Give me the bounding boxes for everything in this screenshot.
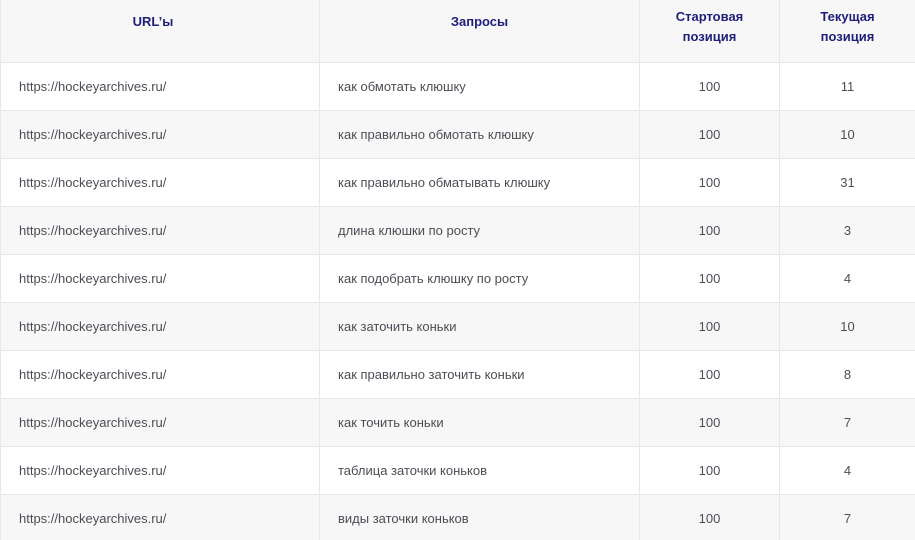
table-row: https://hockeyarchives.ru/как правильно … xyxy=(0,350,915,399)
current-position-cell: 4 xyxy=(779,254,915,303)
query-cell: длина клюшки по росту xyxy=(319,206,640,255)
url-cell: https://hockeyarchives.ru/ xyxy=(0,494,320,540)
column-header-query: Запросы xyxy=(319,0,640,63)
table-row: https://hockeyarchives.ru/как правильно … xyxy=(0,110,915,159)
column-header-current-position: Текущая позиция xyxy=(779,0,915,63)
query-cell: как правильно обматывать клюшку xyxy=(319,158,640,207)
start-position-cell: 100 xyxy=(639,206,780,255)
url-cell: https://hockeyarchives.ru/ xyxy=(0,110,320,159)
query-cell: как точить коньки xyxy=(319,398,640,447)
query-cell: как правильно обмотать клюшку xyxy=(319,110,640,159)
start-position-cell: 100 xyxy=(639,446,780,495)
start-position-cell: 100 xyxy=(639,110,780,159)
start-position-cell: 100 xyxy=(639,398,780,447)
url-cell: https://hockeyarchives.ru/ xyxy=(0,62,320,111)
table-body: https://hockeyarchives.ru/как обмотать к… xyxy=(0,62,915,540)
start-position-cell: 100 xyxy=(639,350,780,399)
current-position-cell: 3 xyxy=(779,206,915,255)
url-cell: https://hockeyarchives.ru/ xyxy=(0,206,320,255)
column-header-current-label: Текущая позиция xyxy=(820,9,875,44)
table-row: https://hockeyarchives.ru/как точить кон… xyxy=(0,398,915,447)
table-row: https://hockeyarchives.ru/как обмотать к… xyxy=(0,62,915,111)
start-position-cell: 100 xyxy=(639,158,780,207)
current-position-cell: 10 xyxy=(779,302,915,351)
start-position-cell: 100 xyxy=(639,254,780,303)
current-position-cell: 7 xyxy=(779,494,915,540)
table-row: https://hockeyarchives.ru/как правильно … xyxy=(0,158,915,207)
column-header-url-label: URL’ы xyxy=(132,14,174,29)
query-cell: как заточить коньки xyxy=(319,302,640,351)
table-row: https://hockeyarchives.ru/таблица заточк… xyxy=(0,446,915,495)
column-header-start-label: Стартовая позиция xyxy=(675,9,744,44)
url-cell: https://hockeyarchives.ru/ xyxy=(0,398,320,447)
start-position-cell: 100 xyxy=(639,302,780,351)
table-header: URL’ы Запросы Стартовая позиция Текущая … xyxy=(0,0,915,63)
column-header-start-position: Стартовая позиция xyxy=(639,0,780,63)
start-position-cell: 100 xyxy=(639,62,780,111)
url-cell: https://hockeyarchives.ru/ xyxy=(0,302,320,351)
query-cell: как правильно заточить коньки xyxy=(319,350,640,399)
start-position-cell: 100 xyxy=(639,494,780,540)
current-position-cell: 8 xyxy=(779,350,915,399)
current-position-cell: 7 xyxy=(779,398,915,447)
table-row: https://hockeyarchives.ru/длина клюшки п… xyxy=(0,206,915,255)
current-position-cell: 10 xyxy=(779,110,915,159)
query-cell: виды заточки коньков xyxy=(319,494,640,540)
url-cell: https://hockeyarchives.ru/ xyxy=(0,446,320,495)
query-cell: как обмотать клюшку xyxy=(319,62,640,111)
url-cell: https://hockeyarchives.ru/ xyxy=(0,158,320,207)
column-header-url: URL’ы xyxy=(0,0,320,63)
query-cell: как подобрать клюшку по росту xyxy=(319,254,640,303)
url-cell: https://hockeyarchives.ru/ xyxy=(0,350,320,399)
current-position-cell: 11 xyxy=(779,62,915,111)
url-cell: https://hockeyarchives.ru/ xyxy=(0,254,320,303)
current-position-cell: 31 xyxy=(779,158,915,207)
column-header-query-label: Запросы xyxy=(450,14,509,29)
table-row: https://hockeyarchives.ru/как подобрать … xyxy=(0,254,915,303)
table-row: https://hockeyarchives.ru/как заточить к… xyxy=(0,302,915,351)
header-row: URL’ы Запросы Стартовая позиция Текущая … xyxy=(0,0,915,63)
current-position-cell: 4 xyxy=(779,446,915,495)
table-row: https://hockeyarchives.ru/виды заточки к… xyxy=(0,494,915,540)
query-cell: таблица заточки коньков xyxy=(319,446,640,495)
